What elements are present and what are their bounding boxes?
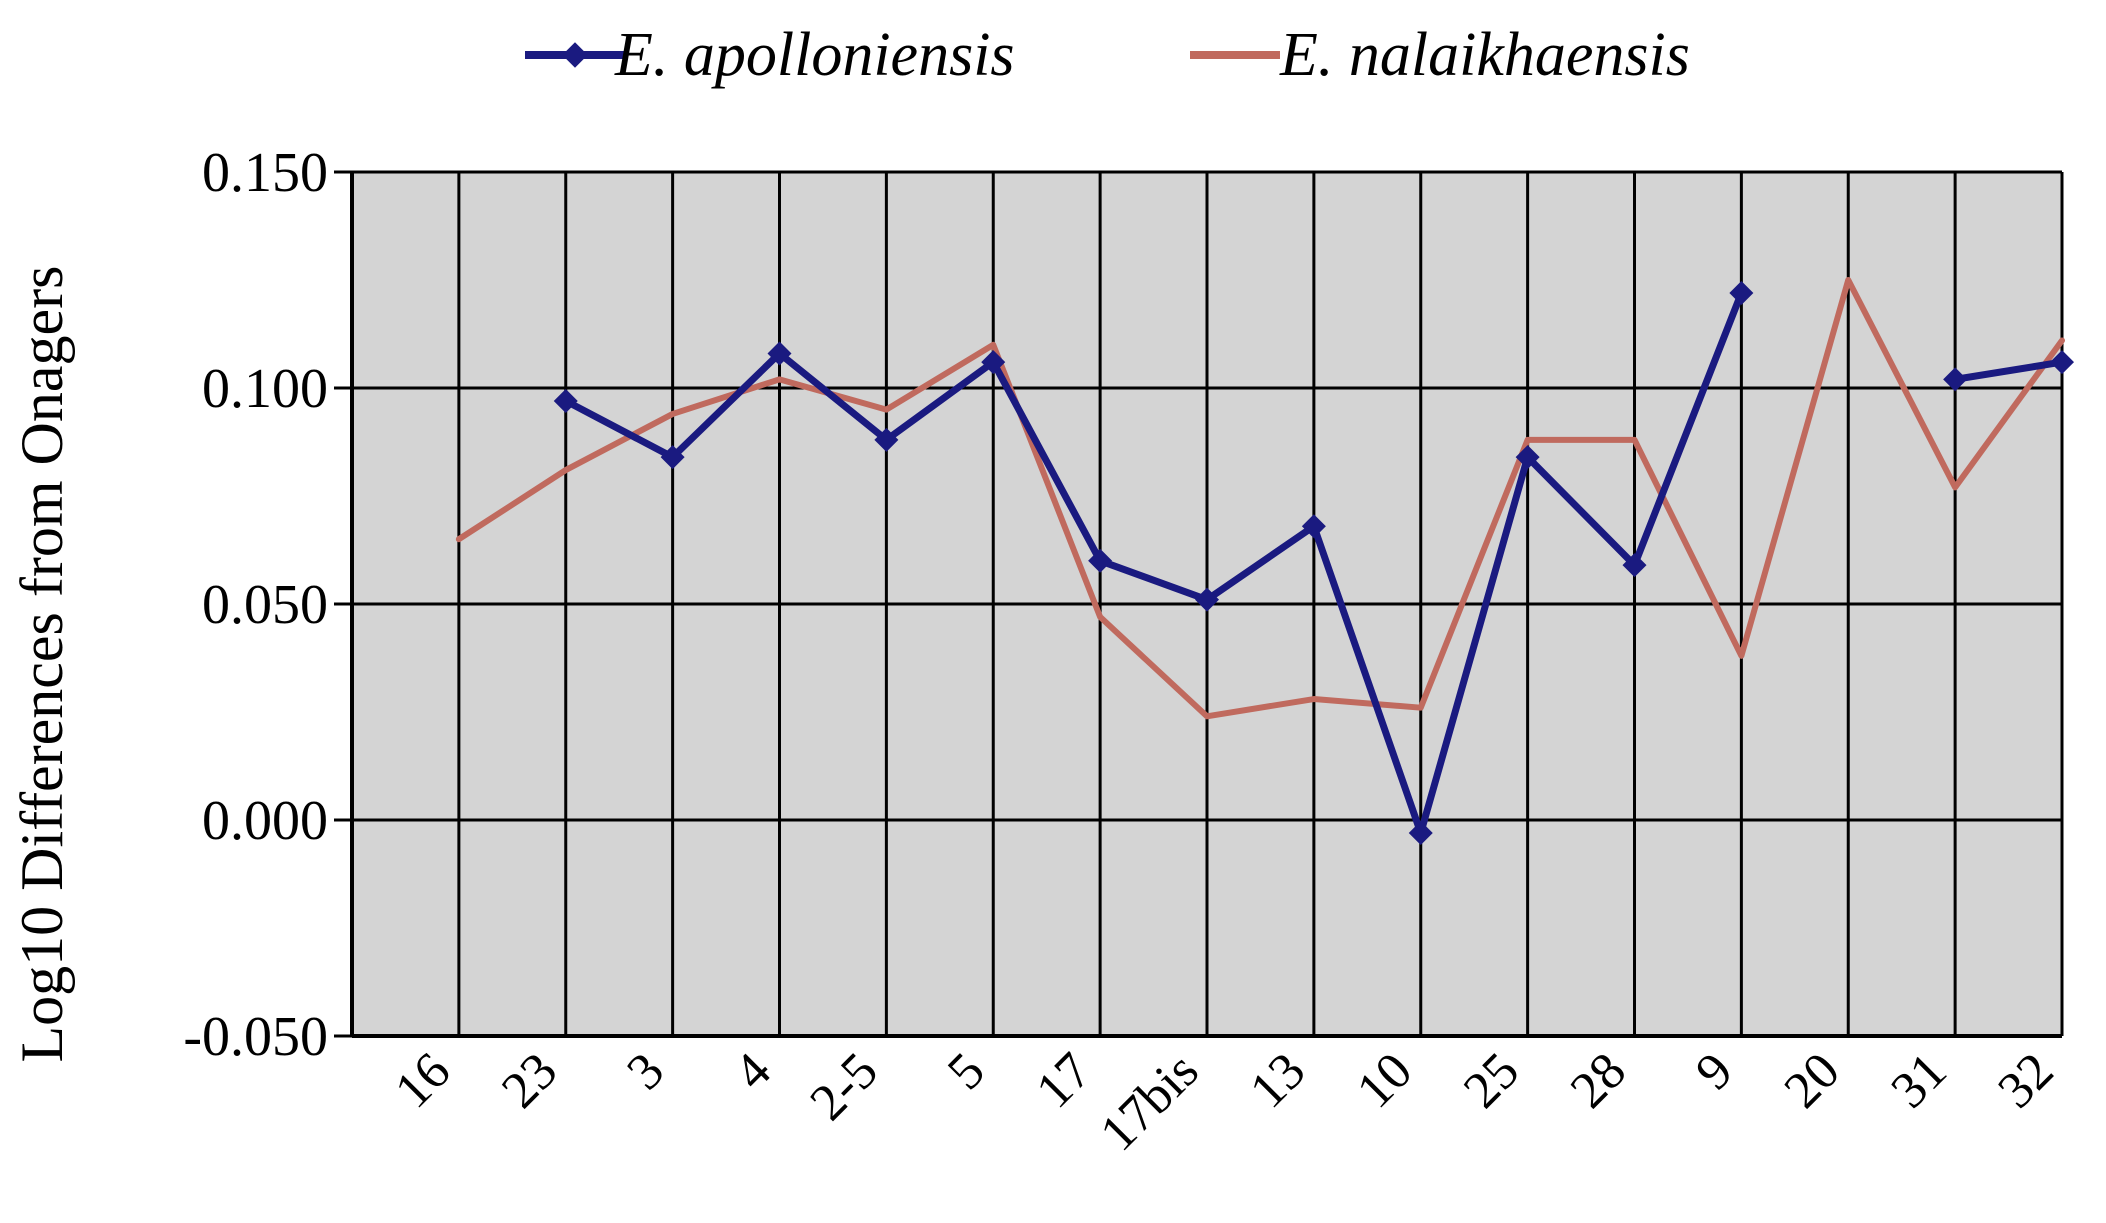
x-tick-label: 5 <box>937 1042 996 1101</box>
data-point <box>874 427 899 452</box>
legend-label-nalaikhaensis: E. nalaikhaensis <box>1279 21 1690 89</box>
series-line <box>1951 358 2066 383</box>
x-tick-label: 2-5 <box>800 1042 889 1131</box>
data-point <box>1622 553 1647 578</box>
data-point <box>981 350 1006 375</box>
data-point <box>1943 367 1968 392</box>
y-tick-label: 0.050 <box>202 574 328 636</box>
data-point <box>1729 280 1754 305</box>
x-tick-label: 3 <box>616 1042 675 1101</box>
series-line <box>455 277 2065 720</box>
legend-marker-apolloniensis <box>562 42 588 68</box>
data-point <box>1195 587 1219 612</box>
data-point <box>767 341 792 366</box>
x-tick-label: 4 <box>723 1042 782 1101</box>
series-apolloniensis <box>553 280 2074 845</box>
y-tick-labels: -0.050 0.000 0.050 0.100 0.150 <box>183 142 328 1068</box>
y-tick-label: 0.150 <box>202 142 328 204</box>
data-point <box>1408 820 1433 845</box>
x-tick-label: 25 <box>1453 1042 1530 1119</box>
x-tick-label: 28 <box>1560 1042 1637 1119</box>
data-point <box>1515 445 1540 470</box>
x-tick-label: 32 <box>1987 1042 2064 1119</box>
series-nalaikhaensis <box>455 277 2065 720</box>
legend-label-apolloniensis: E. apolloniensis <box>614 21 1015 89</box>
legend: E. apolloniensis E. nalaikhaensis <box>525 21 1690 89</box>
y-tick-label: 0.000 <box>202 790 328 852</box>
x-tick-label: 23 <box>491 1042 568 1119</box>
y-tick-label: 0.100 <box>202 358 328 420</box>
series-line <box>562 289 1745 837</box>
x-tick-label: 17bis <box>1089 1042 1209 1162</box>
x-tick-label: 9 <box>1685 1042 1744 1101</box>
axes <box>350 172 2064 1038</box>
legend-item-apolloniensis: E. apolloniensis <box>525 21 1015 89</box>
x-tick-label: 10 <box>1346 1042 1423 1119</box>
data-point <box>1301 514 1326 539</box>
series <box>455 277 2074 845</box>
x-tick-label: 13 <box>1239 1042 1316 1119</box>
data-point <box>553 388 578 413</box>
y-tick-label: -0.050 <box>183 1006 328 1068</box>
x-tick-label: 31 <box>1881 1042 1958 1119</box>
data-point <box>2050 350 2074 375</box>
x-tick-label: 20 <box>1774 1042 1851 1119</box>
data-point <box>1088 548 1113 573</box>
data-point <box>660 445 685 470</box>
x-tick-label: 16 <box>384 1042 461 1119</box>
legend-item-nalaikhaensis: E. nalaikhaensis <box>1190 21 1690 89</box>
y-axis-label: Log10 Differences from Onagers <box>9 266 75 1063</box>
x-tick-label: 17 <box>1026 1042 1103 1119</box>
